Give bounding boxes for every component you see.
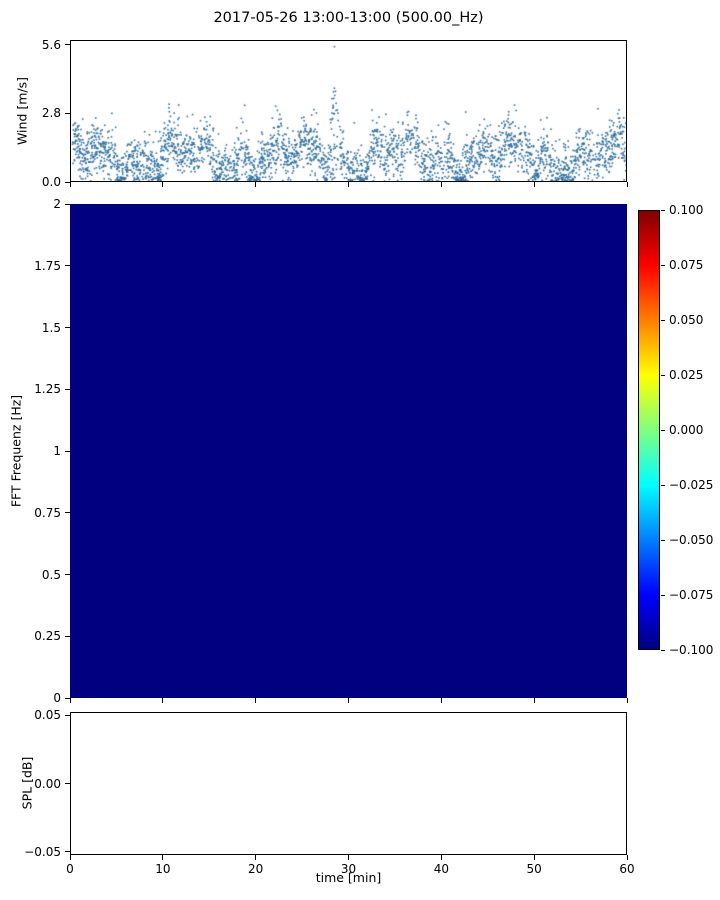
fft-ytick-label: 1.5: [41, 320, 61, 335]
fft-xtick-mark: [533, 698, 535, 703]
wind-xtick-mark: [533, 182, 535, 187]
spl-ytick-mark: [65, 851, 70, 853]
fft-ytick-mark: [65, 450, 70, 452]
colorbar-tick-label: 0.075: [669, 258, 704, 272]
fft-xtick-mark: [626, 698, 628, 703]
colorbar-tick-label: 0.050: [669, 313, 704, 327]
wind-ytick-label: 0.0: [41, 175, 61, 189]
colorbar-tick-label: −0.075: [669, 588, 714, 602]
spl-ytick-label: −0.05: [24, 844, 61, 859]
wind-ytick-mark: [65, 112, 70, 114]
spl-xtick-label: 30: [340, 862, 357, 876]
spl-xtick-mark: [69, 855, 71, 860]
colorbar: [638, 210, 660, 650]
spl-xtick-label: 40: [433, 862, 449, 876]
fft-ytick-mark: [65, 203, 70, 205]
fft-ytick-label: 0: [53, 691, 61, 705]
wind-ytick-label: 2.8: [41, 106, 61, 121]
colorbar-tick-mark: [661, 649, 665, 651]
spl-xtick-mark: [162, 855, 164, 860]
fft-xtick-mark: [440, 698, 442, 703]
colorbar-tick-mark: [661, 429, 665, 431]
spl-xtick-mark: [626, 855, 628, 860]
fft-ytick-label: 1: [53, 444, 61, 458]
fft-ytick-mark: [65, 512, 70, 514]
colorbar-tick-mark: [661, 319, 665, 321]
fft-ytick-mark: [65, 635, 70, 637]
wind-ytick-mark: [65, 44, 70, 46]
colorbar-tick-mark: [661, 209, 665, 211]
colorbar-tick-mark: [661, 374, 665, 376]
wind-xtick-mark: [348, 182, 349, 187]
fft-ytick-label: 1.25: [34, 382, 61, 397]
time-xlabel: time [min]: [315, 870, 382, 885]
colorbar-tick-label: 0.100: [669, 203, 704, 217]
spl-xtick-label: 50: [526, 862, 542, 876]
spl-ytick-mark: [65, 783, 70, 784]
spl-xtick-mark: [533, 855, 535, 860]
fft-xtick-mark: [255, 698, 257, 703]
spl-xtick-mark: [348, 855, 349, 860]
wind-xtick-mark: [162, 182, 164, 187]
wind-xtick-mark: [69, 182, 71, 187]
spl-ytick-label: 0.00: [34, 776, 61, 791]
spl-xtick-label: 10: [155, 862, 171, 876]
fft-ytick-label: 0.5: [41, 567, 61, 582]
fft-xtick-mark: [69, 698, 71, 703]
fft-xtick-mark: [348, 698, 349, 703]
spl-ytick-mark: [65, 714, 70, 716]
spl-xtick-label: 20: [248, 862, 264, 876]
colorbar-tick-mark: [661, 484, 665, 486]
colorbar-tick-label: −0.050: [669, 533, 714, 547]
wind-xtick-mark: [626, 182, 628, 187]
fft-ytick-mark: [65, 327, 70, 328]
fft-xtick-mark: [162, 698, 164, 703]
fft-ytick-label: 1.75: [34, 258, 61, 273]
fft-ytick-mark: [65, 697, 70, 699]
spl-ytick-label: 0.05: [34, 708, 61, 723]
wind-axes: [70, 40, 627, 182]
colorbar-tick-mark: [661, 539, 665, 541]
spl-xtick-mark: [440, 855, 442, 860]
wind-xtick-mark: [255, 182, 257, 187]
colorbar-tick-mark: [661, 264, 665, 266]
fft-ytick-mark: [65, 574, 70, 575]
figure-title: 2017-05-26 13:00-13:00 (500.00_Hz): [213, 10, 484, 26]
colorbar-tick-label: −0.025: [669, 478, 714, 492]
fft-ytick-mark: [65, 265, 70, 267]
spl-xtick-label: 60: [619, 862, 635, 876]
spl-xtick-label: 0: [66, 862, 74, 876]
colorbar-tick-label: 0.000: [669, 423, 704, 437]
colorbar-tick-label: −0.100: [669, 643, 714, 657]
fft-heatmap: [70, 204, 627, 698]
spl-axes: [70, 712, 627, 855]
spl-xtick-mark: [255, 855, 257, 860]
fft-ytick-label: 2: [53, 197, 61, 211]
wind-ytick-label: 5.6: [41, 37, 61, 52]
wind-xtick-mark: [440, 182, 442, 187]
fft-ytick-mark: [65, 388, 70, 390]
fft-ytick-label: 0.25: [34, 629, 61, 644]
wind-scatter-canvas: [71, 41, 626, 181]
fft-ytick-label: 0.75: [34, 505, 61, 520]
colorbar-tick-label: 0.025: [669, 368, 704, 382]
wind-ytick-mark: [65, 181, 70, 183]
colorbar-tick-mark: [661, 594, 665, 596]
